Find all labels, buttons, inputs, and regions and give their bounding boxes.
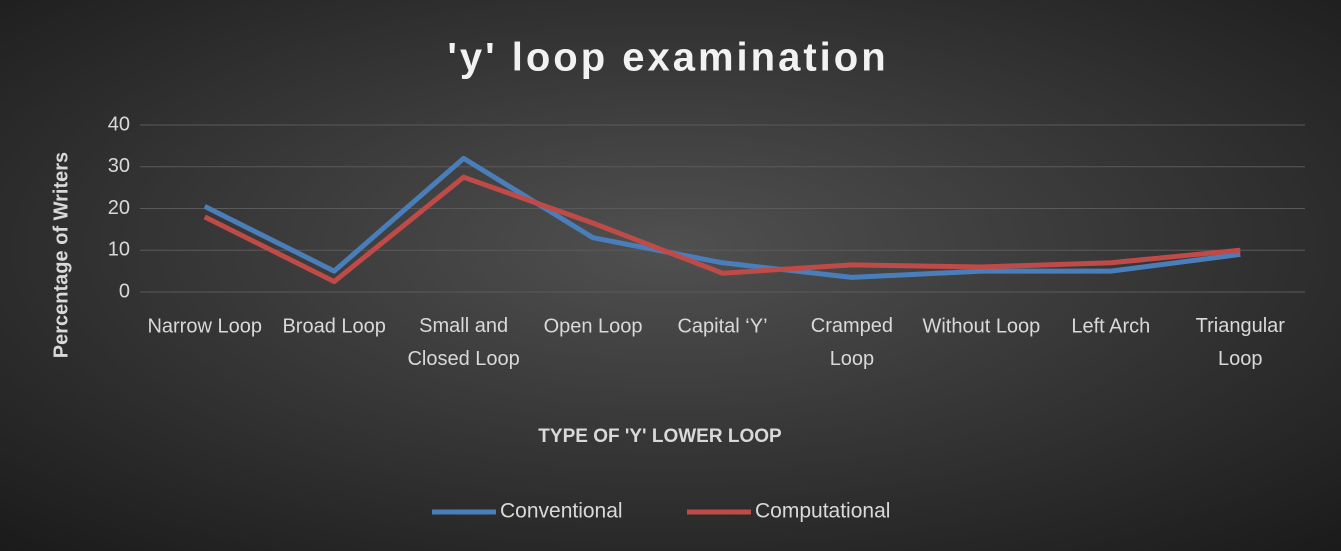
x-tick-line: Triangular [1196, 315, 1286, 337]
x-tick-label: Cramped Loop [811, 315, 893, 370]
x-tick-label: Broad Loop [282, 315, 385, 337]
x-tick-line: Loop [830, 348, 875, 370]
x-tick-label: Without Loop [922, 315, 1040, 337]
legend-label: Computational [755, 500, 890, 523]
y-tick-label: 40 [108, 113, 130, 135]
x-tick-line: Small and [419, 315, 508, 337]
x-tick-line: Loop [1218, 348, 1263, 370]
x-axis-title: TYPE OF 'Y' LOWER LOOP [538, 426, 782, 447]
chart-title: 'y' loop examination [447, 36, 888, 80]
line-series [203, 174, 1241, 285]
x-tick-label: Left Arch [1071, 315, 1150, 337]
x-tick-label: Capital ‘Y’ [677, 315, 767, 337]
x-tick-label: Narrow Loop [147, 315, 262, 337]
x-tick-label: Small and Closed Loop [407, 315, 519, 370]
x-tick-line: Cramped [811, 315, 893, 337]
x-tick-line: Closed Loop [407, 348, 519, 370]
y-axis-title: Percentage of Writers [50, 152, 72, 358]
x-tick-label: Triangular Loop [1196, 315, 1286, 370]
x-tick-label: Open Loop [544, 315, 643, 337]
y-tick-label: 10 [108, 239, 130, 261]
y-tick-label: 20 [108, 197, 130, 219]
line-series [203, 155, 1241, 280]
y-tick-label: 30 [108, 155, 130, 177]
legend-label: Conventional [500, 500, 623, 523]
y-tick-label: 0 [119, 280, 130, 302]
